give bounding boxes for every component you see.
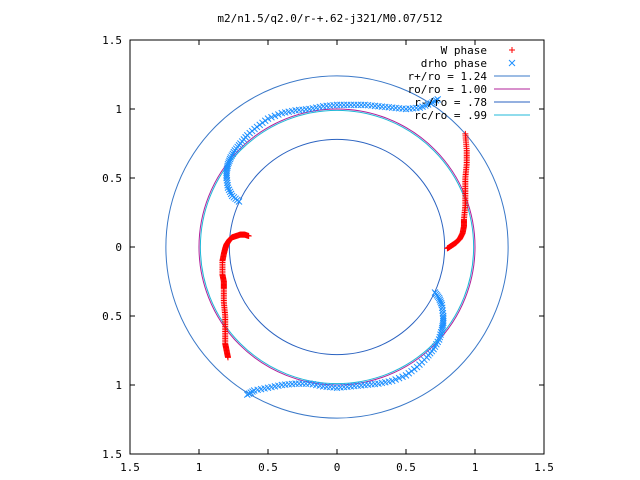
axis-ticks: 1.5 1 0.5 0 0.5 1 1.51.510.500.511.5 bbox=[102, 34, 554, 474]
w-phase-point bbox=[444, 245, 451, 252]
drho-phase-point bbox=[435, 294, 443, 302]
drho-phase-point bbox=[438, 304, 446, 312]
drho-phase-point bbox=[333, 101, 341, 109]
drho-phase-point bbox=[226, 157, 233, 165]
drho-phase-point bbox=[226, 188, 234, 196]
drho-phase-point bbox=[437, 298, 444, 305]
drho-phase-point bbox=[437, 328, 445, 336]
drho-phase-point bbox=[295, 380, 303, 387]
drho-phase-point bbox=[357, 101, 365, 109]
y-tick-label: 1 bbox=[115, 103, 122, 116]
circle-2 bbox=[228, 138, 446, 356]
drho-phase-point bbox=[228, 192, 236, 200]
drho-phase-point bbox=[399, 373, 406, 381]
drho-phase-point bbox=[268, 113, 275, 121]
series-0 bbox=[219, 130, 470, 361]
legend-label: r+/ro = 1.24 bbox=[408, 70, 488, 83]
drho-phase-point bbox=[227, 190, 235, 198]
chart-title: m2/n1.5/q2.0/r-+.62-j321/M0.07/512 bbox=[217, 12, 442, 25]
drho-phase-point bbox=[340, 101, 348, 109]
drho-phase-point bbox=[347, 101, 355, 109]
x-tick-label: 1 bbox=[472, 461, 479, 474]
y-tick-label: 0 bbox=[115, 241, 122, 254]
drho-phase-point bbox=[274, 111, 282, 118]
data-series bbox=[219, 95, 470, 399]
series-1 bbox=[223, 95, 447, 399]
legend-label: drho phase bbox=[421, 57, 487, 70]
drho-phase-point bbox=[225, 159, 233, 166]
circle-0 bbox=[165, 75, 509, 419]
x-tick-label: 0 bbox=[334, 461, 341, 474]
circle-1 bbox=[198, 108, 476, 386]
drho-phase-point bbox=[436, 333, 444, 341]
circle-3 bbox=[199, 109, 475, 385]
x-tick-label: 1 bbox=[196, 461, 203, 474]
drho-phase-point bbox=[438, 301, 446, 309]
drho-phase-point bbox=[264, 115, 272, 123]
y-tick-label: 0.5 bbox=[102, 172, 122, 185]
drho-phase-point bbox=[434, 95, 442, 103]
reference-circles bbox=[165, 75, 509, 419]
drho-phase-point bbox=[395, 374, 403, 382]
drho-phase-point bbox=[354, 101, 362, 109]
legend-label: rc/ro = .99 bbox=[414, 109, 487, 122]
drho-phase-point bbox=[243, 391, 251, 399]
drho-phase-point bbox=[392, 376, 400, 383]
x-tick-label: 0.5 bbox=[396, 461, 416, 474]
x-tick-label: 0.5 bbox=[258, 461, 278, 474]
drho-phase-point bbox=[350, 101, 358, 109]
y-tick-label: 1 bbox=[115, 379, 122, 392]
drho-phase-point bbox=[437, 331, 444, 338]
drho-phase-point bbox=[224, 160, 232, 168]
drho-phase-point bbox=[299, 380, 306, 387]
x-tick-label: 1.5 bbox=[534, 461, 554, 474]
drho-phase-point bbox=[343, 101, 351, 109]
drho-phase-point bbox=[226, 155, 234, 163]
drho-phase-point bbox=[438, 326, 446, 334]
drho-phase-point bbox=[337, 101, 344, 109]
y-tick-label: 1.5 bbox=[102, 34, 122, 47]
w-phase-point bbox=[245, 232, 252, 239]
w-phase-point bbox=[509, 47, 515, 53]
drho-phase-point bbox=[508, 59, 516, 67]
drho-phase-point bbox=[438, 324, 446, 332]
drho-phase-point bbox=[439, 307, 446, 314]
x-tick-label: 1.5 bbox=[120, 461, 140, 474]
legend-label: r-/ro = .78 bbox=[414, 96, 487, 109]
drho-phase-point bbox=[402, 371, 410, 379]
legend-label: W phase bbox=[441, 44, 487, 57]
y-tick-label: 1.5 bbox=[102, 448, 122, 461]
drho-phase-point bbox=[436, 296, 444, 304]
legend-label: ro/ro = 1.00 bbox=[408, 83, 487, 96]
drho-phase-point bbox=[271, 112, 279, 120]
y-tick-label: 0.5 bbox=[102, 310, 122, 323]
drho-phase-point bbox=[225, 186, 233, 194]
